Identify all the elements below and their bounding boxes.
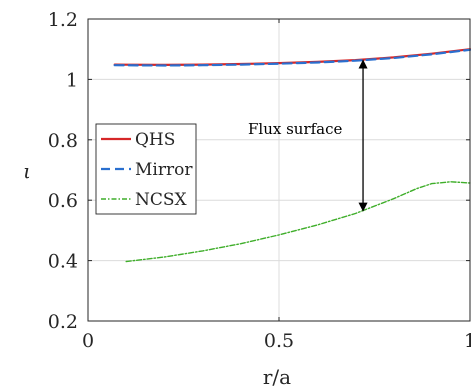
legend-label-mirror: Mirror	[135, 160, 193, 180]
y-axis-label: ι	[23, 159, 31, 183]
series-line-mirror	[113, 48, 471, 67]
x-tick-label: 0	[82, 330, 94, 352]
y-tick-label: 0.2	[48, 311, 78, 333]
x-axis-label: r/a	[263, 365, 291, 389]
legend: QHS Mirror NCSX	[95, 123, 197, 215]
y-tick-label: 0.8	[48, 130, 78, 152]
series-line-ncsx	[125, 181, 471, 263]
legend-label-ncsx: NCSX	[135, 190, 188, 210]
y-tick-label: 0.6	[48, 190, 78, 212]
legend-label-qhs: QHS	[135, 130, 175, 150]
x-tick-label: 1	[464, 330, 471, 352]
y-tick-label: 1	[66, 69, 78, 91]
annotation: Flux surface	[248, 59, 368, 212]
series-lines	[113, 48, 471, 263]
tick-labels: 0 0.5 1 0.2 0.4 0.6 0.8 1 1.2	[48, 9, 471, 352]
x-tick-label: 0.5	[264, 330, 294, 352]
ticks	[87, 18, 471, 322]
y-tick-label: 1.2	[48, 9, 78, 31]
annotation-label: Flux surface	[248, 120, 343, 138]
y-tick-label: 0.4	[48, 251, 78, 273]
